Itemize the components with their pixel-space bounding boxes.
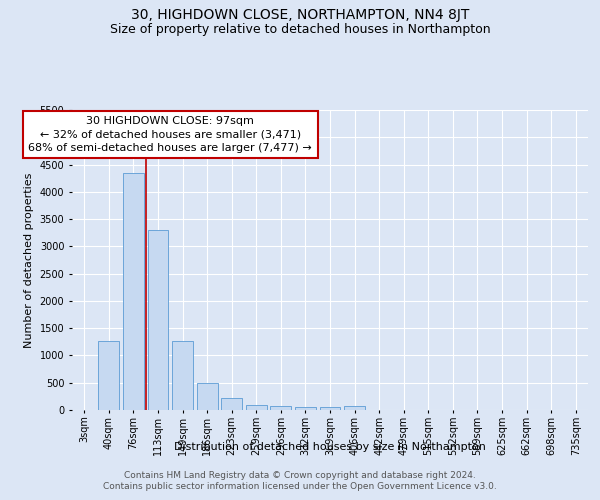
Bar <box>320 406 340 410</box>
Bar <box>98 340 119 410</box>
Bar <box>246 404 267 410</box>
Bar <box>344 406 365 410</box>
Bar <box>295 406 316 410</box>
Text: Contains HM Land Registry data © Crown copyright and database right 2024.: Contains HM Land Registry data © Crown c… <box>124 471 476 480</box>
Text: 30, HIGHDOWN CLOSE, NORTHAMPTON, NN4 8JT: 30, HIGHDOWN CLOSE, NORTHAMPTON, NN4 8JT <box>131 8 469 22</box>
Text: Distribution of detached houses by size in Northampton: Distribution of detached houses by size … <box>174 442 486 452</box>
Bar <box>221 398 242 410</box>
Text: Contains public sector information licensed under the Open Government Licence v3: Contains public sector information licen… <box>103 482 497 491</box>
Bar <box>148 230 169 410</box>
Bar <box>123 172 144 410</box>
Bar <box>271 406 292 410</box>
Text: Size of property relative to detached houses in Northampton: Size of property relative to detached ho… <box>110 22 490 36</box>
Text: 30 HIGHDOWN CLOSE: 97sqm
← 32% of detached houses are smaller (3,471)
68% of sem: 30 HIGHDOWN CLOSE: 97sqm ← 32% of detach… <box>28 116 312 152</box>
Y-axis label: Number of detached properties: Number of detached properties <box>24 172 34 348</box>
Bar <box>197 384 218 410</box>
Bar <box>172 340 193 410</box>
